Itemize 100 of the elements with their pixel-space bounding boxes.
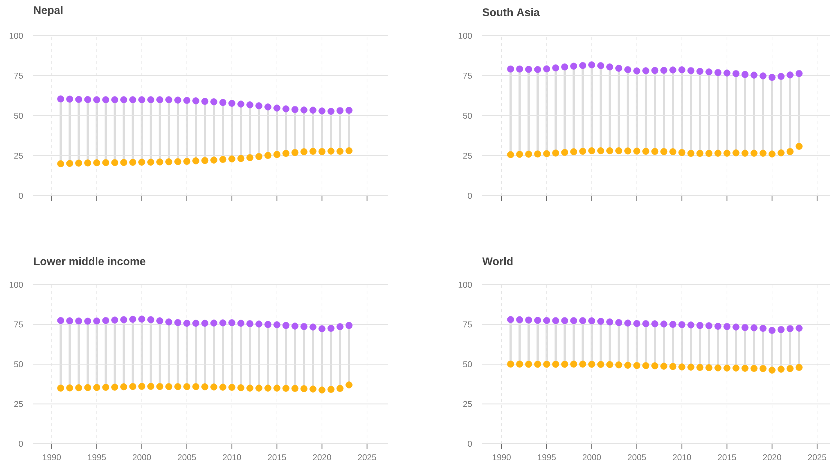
point xyxy=(166,318,173,326)
point xyxy=(346,382,353,389)
point xyxy=(148,383,155,390)
point xyxy=(66,384,74,392)
point xyxy=(760,150,767,157)
y-tick-label: 50 xyxy=(14,112,24,119)
x-tick-label: 2025 xyxy=(808,454,826,461)
point xyxy=(552,150,560,157)
point xyxy=(174,383,182,390)
point xyxy=(84,96,92,104)
point xyxy=(652,148,659,156)
point xyxy=(256,320,263,328)
point xyxy=(336,148,344,156)
point xyxy=(742,364,749,372)
point xyxy=(606,148,614,155)
point xyxy=(292,106,299,114)
point xyxy=(670,148,677,156)
point xyxy=(210,320,218,327)
point xyxy=(796,324,803,332)
point xyxy=(570,62,578,70)
point xyxy=(93,96,100,104)
point xyxy=(543,150,550,158)
point xyxy=(670,66,677,74)
point xyxy=(328,148,335,155)
point xyxy=(166,383,173,390)
point xyxy=(300,385,308,392)
point xyxy=(184,320,191,327)
point xyxy=(148,96,155,104)
point xyxy=(588,148,596,155)
point xyxy=(579,62,586,70)
point xyxy=(57,384,64,392)
point xyxy=(264,321,272,328)
point xyxy=(778,366,785,373)
point xyxy=(246,154,254,162)
point xyxy=(516,151,524,158)
point xyxy=(130,316,137,323)
point xyxy=(507,66,514,73)
point xyxy=(660,148,668,156)
point xyxy=(796,70,803,78)
point xyxy=(579,148,586,156)
point xyxy=(525,360,532,368)
point xyxy=(292,149,299,156)
point xyxy=(84,384,92,392)
point xyxy=(670,363,677,370)
point xyxy=(138,158,146,166)
point xyxy=(228,319,236,326)
point xyxy=(102,159,110,166)
chart-title: World xyxy=(482,257,513,266)
x-tick-label: 2020 xyxy=(763,454,782,461)
point xyxy=(624,148,632,155)
point xyxy=(202,320,209,327)
point xyxy=(724,364,731,372)
point xyxy=(75,384,82,392)
point xyxy=(75,160,82,167)
point xyxy=(796,143,803,150)
point xyxy=(228,156,236,163)
point xyxy=(336,323,344,330)
point xyxy=(634,320,641,328)
point xyxy=(138,96,146,104)
point xyxy=(786,325,794,332)
x-tick-label: 1990 xyxy=(43,454,62,461)
point xyxy=(274,384,281,392)
point xyxy=(750,150,758,157)
point xyxy=(732,324,740,331)
point xyxy=(192,320,200,327)
point xyxy=(760,325,767,332)
y-tick-label: 25 xyxy=(14,152,24,159)
point xyxy=(750,365,758,372)
point xyxy=(112,96,118,104)
point xyxy=(624,320,632,327)
point xyxy=(724,323,731,330)
point xyxy=(336,107,344,114)
point xyxy=(598,62,605,70)
point xyxy=(543,317,550,324)
point xyxy=(57,160,64,168)
point xyxy=(156,318,164,325)
point xyxy=(310,148,317,156)
point xyxy=(102,384,110,392)
point xyxy=(220,384,227,391)
point xyxy=(238,155,245,162)
point xyxy=(112,384,118,391)
point xyxy=(220,99,227,106)
point xyxy=(525,150,532,158)
point xyxy=(130,159,137,166)
point xyxy=(318,108,326,115)
point xyxy=(274,151,281,158)
point xyxy=(624,66,632,74)
point xyxy=(66,160,74,168)
point xyxy=(174,96,182,104)
point xyxy=(706,68,713,76)
point xyxy=(210,384,218,391)
point xyxy=(174,158,182,166)
point xyxy=(318,386,326,394)
point xyxy=(192,98,200,105)
point xyxy=(507,316,514,324)
point xyxy=(336,385,344,392)
point xyxy=(732,70,740,78)
point xyxy=(786,365,794,372)
point xyxy=(300,323,308,330)
point xyxy=(688,364,695,371)
